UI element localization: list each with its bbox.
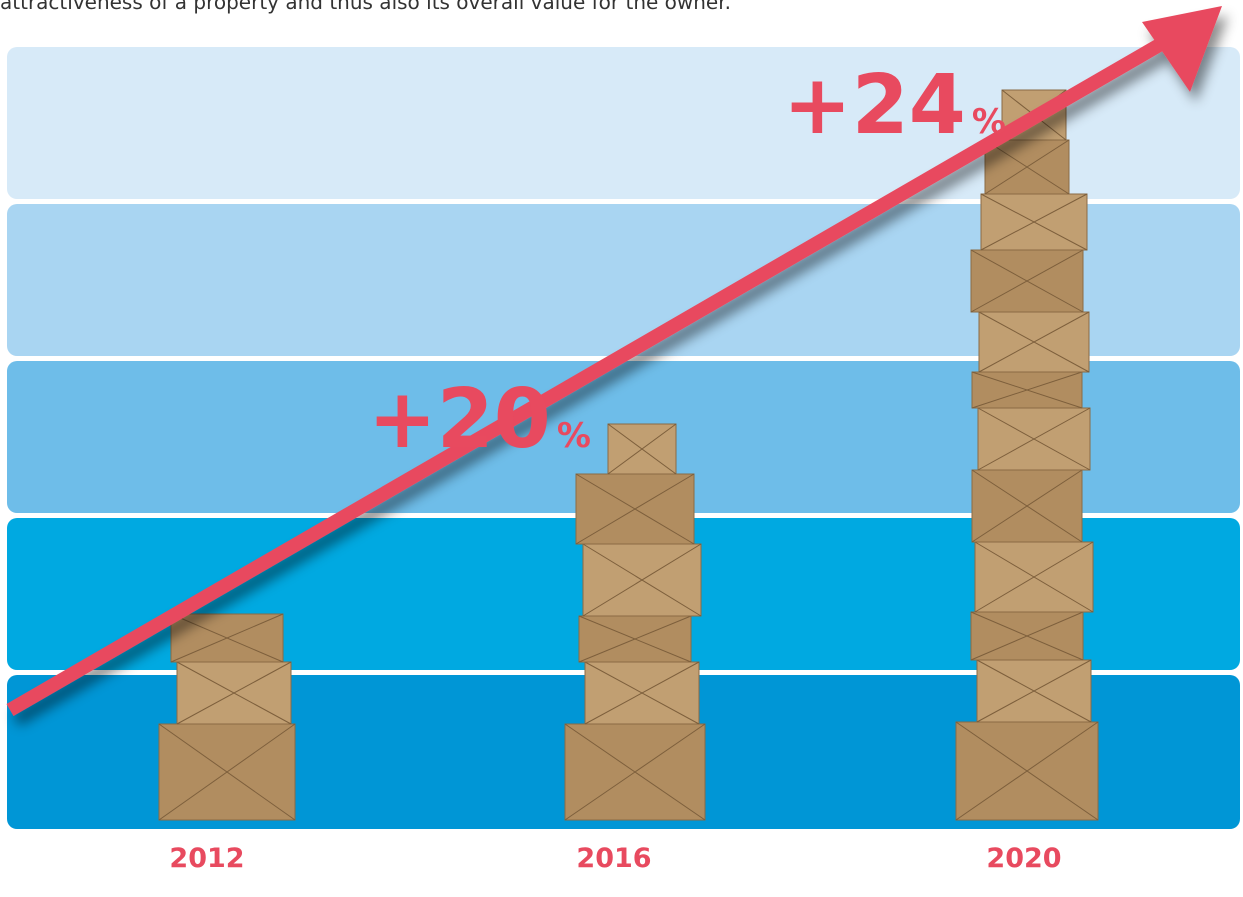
year-label: 2012 [169, 843, 244, 874]
parcel [971, 250, 1083, 312]
parcel [583, 544, 701, 616]
parcel [608, 424, 676, 474]
year-label: 2016 [576, 843, 651, 874]
parcel [979, 312, 1089, 372]
parcel [565, 724, 705, 820]
parcel [985, 140, 1069, 194]
parcel [177, 662, 291, 724]
parcel [576, 474, 694, 544]
parcel [971, 612, 1083, 660]
parcel [972, 470, 1082, 542]
parcel [975, 542, 1093, 612]
parcel [585, 662, 699, 724]
parcel [579, 616, 691, 662]
annotation-value: +20 [368, 372, 551, 467]
parcel [972, 372, 1082, 408]
parcel [171, 614, 283, 662]
parcel [159, 724, 295, 820]
annotation-unit: % [557, 416, 591, 456]
infographic: attractiveness of a property and thus al… [0, 0, 1243, 897]
annotation-value: +24 [783, 58, 966, 153]
intro-text: attractiveness of a property and thus al… [0, 0, 731, 14]
parcel [956, 722, 1098, 820]
parcel [978, 408, 1090, 470]
parcel [977, 660, 1091, 722]
year-label: 2020 [986, 843, 1061, 874]
annotation-unit: % [972, 102, 1006, 142]
parcel [981, 194, 1087, 250]
